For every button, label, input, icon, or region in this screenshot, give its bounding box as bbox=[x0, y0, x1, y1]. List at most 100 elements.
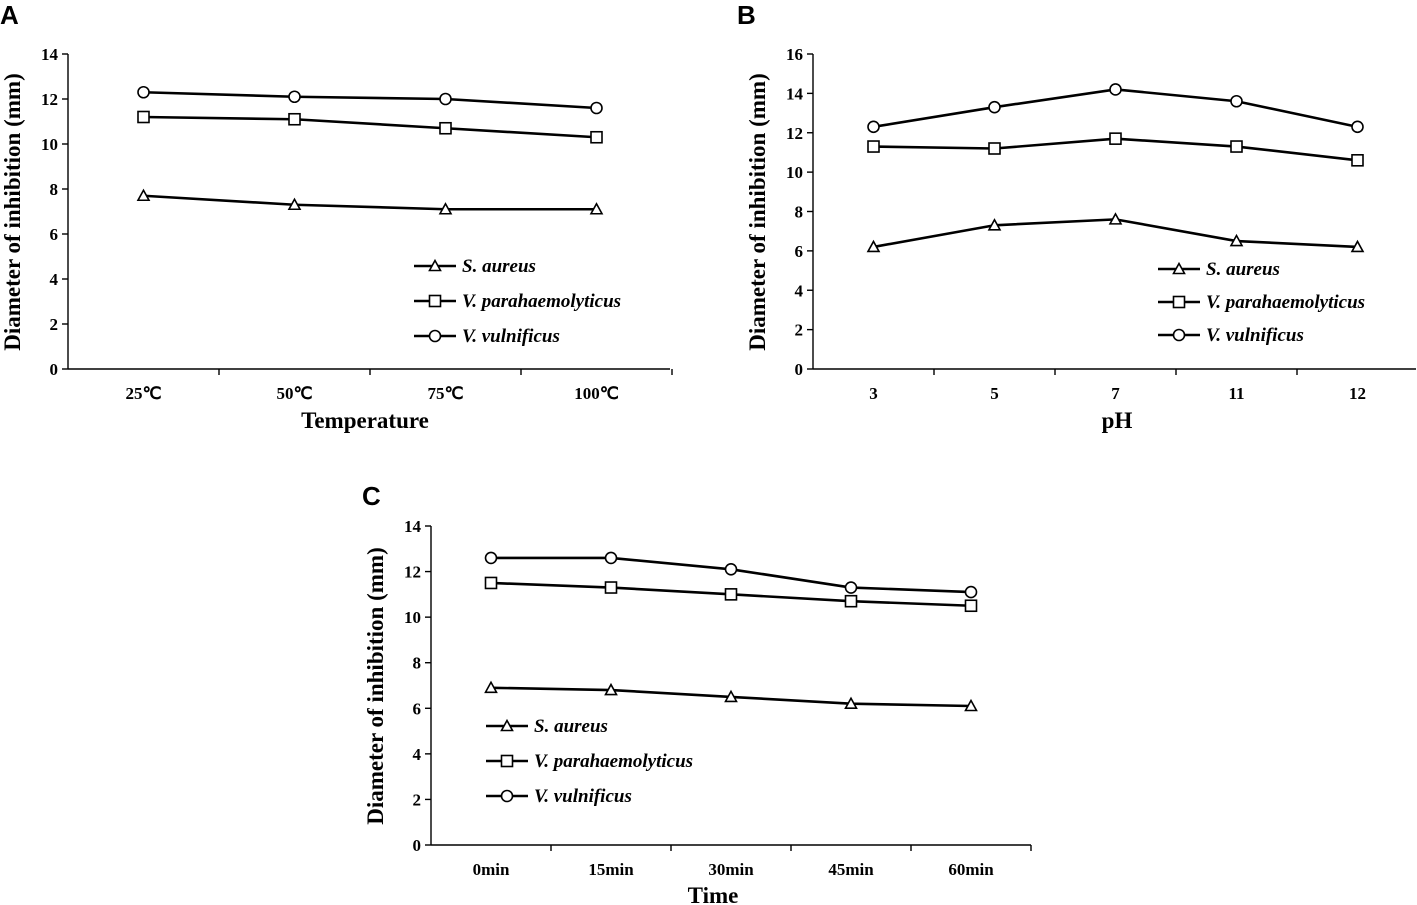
data-point bbox=[439, 92, 452, 106]
y-tick-label: 6 bbox=[413, 699, 422, 718]
series-triangle bbox=[136, 188, 604, 215]
data-point bbox=[987, 218, 1002, 231]
y-tick-label: 6 bbox=[795, 242, 804, 261]
y-tick-label: 16 bbox=[786, 45, 803, 64]
series-triangle bbox=[866, 212, 1365, 253]
chart-panel-c: C Diameter of inhibition (mm) Time 0 2 4 6 8… bbox=[362, 481, 1032, 905]
y-tick-label: 2 bbox=[50, 315, 59, 334]
series-line bbox=[143, 115, 597, 139]
data-point bbox=[604, 682, 618, 696]
legend-marker bbox=[428, 258, 442, 272]
panel-letter: C bbox=[362, 481, 381, 511]
legend-label: S. aureus bbox=[462, 256, 536, 277]
y-tick-label: 6 bbox=[50, 225, 59, 244]
data-point bbox=[1109, 83, 1122, 96]
y-tick-label: 0 bbox=[413, 836, 422, 855]
data-point bbox=[484, 680, 498, 694]
y-tick-label: 0 bbox=[795, 360, 804, 379]
x-tick-label: 25℃ bbox=[125, 384, 161, 403]
panel-letter: B bbox=[737, 0, 756, 30]
data-point bbox=[844, 594, 858, 608]
data-point bbox=[988, 142, 1001, 155]
legend-marker bbox=[500, 718, 514, 732]
panel-letter: A bbox=[0, 0, 19, 30]
y-tick-label: 4 bbox=[795, 281, 804, 300]
y-axis-title: Diameter of inhibition (mm) bbox=[0, 73, 25, 350]
data-point bbox=[1109, 132, 1122, 145]
y-tick-label: 4 bbox=[50, 270, 59, 289]
y-tick-label: 12 bbox=[41, 90, 58, 109]
x-tick-label: 0min bbox=[473, 860, 510, 879]
y-tick-label: 0 bbox=[50, 360, 59, 379]
data-point bbox=[484, 576, 498, 590]
legend-marker bbox=[1172, 328, 1186, 342]
data-point bbox=[1230, 140, 1243, 153]
y-tick-label: 8 bbox=[795, 203, 804, 222]
data-point bbox=[590, 130, 603, 144]
series-triangle bbox=[484, 680, 978, 712]
data-point bbox=[867, 140, 880, 153]
x-tick-label: 12 bbox=[1349, 384, 1366, 403]
data-point bbox=[590, 101, 603, 115]
data-point bbox=[1351, 154, 1364, 167]
chart-panel-b: B Diameter of inhibition (mm) pH 0 2 4 6 8 10… bbox=[737, 0, 1416, 433]
data-point bbox=[866, 239, 881, 253]
legend-label: S. aureus bbox=[534, 716, 608, 737]
y-tick-label: 14 bbox=[786, 84, 804, 103]
data-point bbox=[724, 588, 738, 601]
x-tick-label: 50℃ bbox=[276, 384, 312, 403]
legend-label: V. parahaemolyticus bbox=[1206, 292, 1365, 313]
y-tick-label: 10 bbox=[41, 135, 58, 154]
series-circle bbox=[137, 85, 603, 115]
y-axis-title: Diameter of inhibition (mm) bbox=[745, 73, 770, 350]
y-tick-label: 14 bbox=[404, 517, 422, 536]
legend-marker bbox=[428, 294, 442, 308]
data-point bbox=[964, 698, 978, 712]
y-tick-label: 8 bbox=[413, 654, 422, 673]
legend: S. aureus V. parahaemolyticus V. vulnificu… bbox=[1158, 259, 1365, 346]
x-tick-label: 30min bbox=[708, 860, 754, 879]
legend-marker bbox=[1172, 261, 1186, 275]
series-line bbox=[143, 90, 597, 110]
x-tick-label: 3 bbox=[869, 384, 878, 403]
legend-marker bbox=[500, 789, 514, 803]
legend-item: V. parahaemolyticus bbox=[486, 751, 693, 772]
x-axis-title: pH bbox=[1102, 408, 1133, 433]
data-point bbox=[137, 85, 150, 99]
data-point bbox=[867, 120, 880, 134]
y-tick-label: 12 bbox=[786, 124, 803, 143]
data-point bbox=[439, 121, 452, 135]
y-tick-label: 12 bbox=[404, 563, 421, 582]
data-point bbox=[1230, 94, 1243, 108]
data-point bbox=[1351, 120, 1364, 134]
legend-item: S. aureus bbox=[1158, 259, 1280, 280]
x-tick-label: 60min bbox=[948, 860, 994, 879]
legend-label: S. aureus bbox=[1206, 259, 1280, 280]
data-point bbox=[288, 112, 301, 126]
legend-item: S. aureus bbox=[486, 716, 608, 737]
y-tick-label: 14 bbox=[41, 45, 59, 64]
y-tick-label: 10 bbox=[404, 608, 421, 627]
series-square bbox=[484, 576, 978, 613]
legend-marker bbox=[428, 329, 442, 343]
y-tick-label: 10 bbox=[786, 163, 803, 182]
data-point bbox=[988, 100, 1001, 114]
data-point bbox=[724, 689, 738, 703]
data-point bbox=[1350, 239, 1365, 253]
data-point bbox=[844, 581, 858, 594]
legend: S. aureus V. parahaemolyticus V. vulnificu… bbox=[486, 716, 693, 807]
legend-marker bbox=[1172, 295, 1186, 309]
legend-item: V. vulnificus bbox=[414, 326, 560, 347]
x-tick-label: 5 bbox=[990, 384, 999, 403]
legend-label: V. parahaemolyticus bbox=[534, 751, 693, 772]
data-point bbox=[136, 188, 151, 202]
legend-marker bbox=[500, 754, 514, 768]
legend-label: V. parahaemolyticus bbox=[462, 291, 621, 312]
data-point bbox=[1229, 233, 1244, 247]
data-point bbox=[964, 599, 978, 613]
data-point bbox=[604, 551, 618, 565]
series-square bbox=[867, 132, 1364, 167]
y-tick-label: 2 bbox=[413, 790, 422, 809]
series-circle bbox=[867, 83, 1364, 134]
